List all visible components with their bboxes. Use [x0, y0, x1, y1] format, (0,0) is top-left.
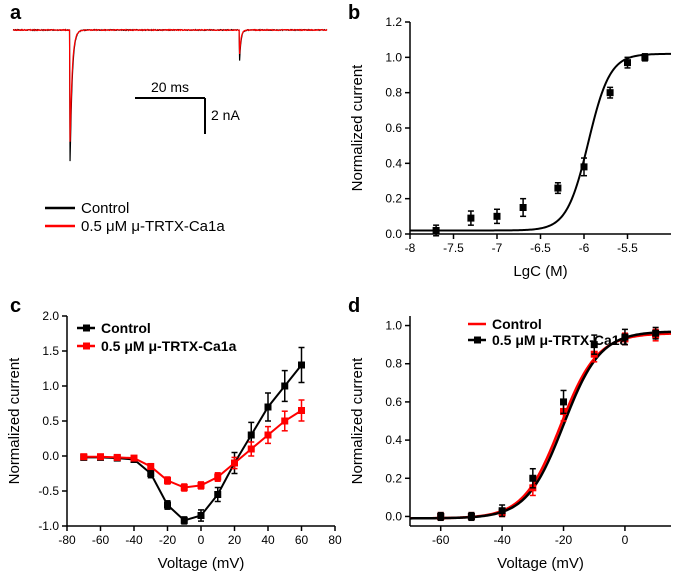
svg-text:1.5: 1.5: [42, 344, 59, 358]
svg-text:2 nA: 2 nA: [211, 107, 240, 123]
svg-text:Voltage (mV): Voltage (mV): [497, 555, 584, 572]
svg-text:0.6: 0.6: [385, 395, 402, 409]
svg-text:Normalized current: Normalized current: [349, 357, 366, 485]
svg-text:40: 40: [261, 533, 275, 547]
svg-text:0.8: 0.8: [385, 86, 402, 100]
svg-text:Normalized current: Normalized current: [349, 64, 366, 192]
svg-text:Normalized current: Normalized current: [6, 357, 23, 485]
panel-d-chart: -60 -40 -20 0 0.0 0.2 0.4 0.6 0.8 1.0 Voltage (mV)…: [348, 300, 683, 572]
svg-text:0: 0: [622, 533, 629, 547]
svg-text:0.5 μM μ-TRTX-Ca1a: 0.5 μM μ-TRTX-Ca1a: [101, 338, 237, 354]
svg-text:-8: -8: [405, 241, 416, 255]
svg-text:-40: -40: [125, 533, 143, 547]
svg-text:-0.5: -0.5: [38, 484, 59, 498]
svg-text:1.0: 1.0: [385, 319, 402, 333]
svg-text:20: 20: [228, 533, 242, 547]
svg-text:-6: -6: [579, 241, 590, 255]
svg-text:-40: -40: [493, 533, 511, 547]
svg-text:-6.5: -6.5: [530, 241, 551, 255]
panel-c-chart: -80 -60 -40 -20 0 20 40 60 80 -1.0 -0.5 0.0 0.5 1.0 1.…: [5, 300, 345, 572]
svg-text:-60: -60: [92, 533, 110, 547]
svg-text:80: 80: [328, 533, 342, 547]
svg-text:1.0: 1.0: [42, 379, 59, 393]
svg-text:Control: Control: [81, 200, 129, 217]
svg-text:2.0: 2.0: [42, 309, 59, 323]
svg-text:0.0: 0.0: [385, 509, 402, 523]
panel-b-chart: -8 -7.5 -7 -6.5 -6 -5.5 0.0 0.2 0.4 0.6 0.8 1.0 1.2 L…: [348, 10, 683, 280]
svg-text:0.0: 0.0: [385, 227, 402, 241]
svg-text:-60: -60: [432, 533, 450, 547]
svg-text:-5.5: -5.5: [617, 241, 638, 255]
svg-text:0.5 μM μ-TRTX-Ca1a: 0.5 μM μ-TRTX-Ca1a: [492, 332, 628, 348]
svg-text:0.2: 0.2: [385, 192, 402, 206]
svg-text:0.5 μM μ-TRTX-Ca1a: 0.5 μM μ-TRTX-Ca1a: [81, 218, 225, 235]
svg-text:1.0: 1.0: [385, 50, 402, 64]
svg-text:LgC (M): LgC (M): [513, 263, 567, 280]
svg-text:0.4: 0.4: [385, 433, 402, 447]
svg-text:0.5: 0.5: [42, 414, 59, 428]
svg-text:60: 60: [295, 533, 309, 547]
svg-text:0.6: 0.6: [385, 121, 402, 135]
svg-text:Control: Control: [101, 320, 151, 336]
svg-text:1.2: 1.2: [385, 15, 402, 29]
svg-text:-7: -7: [492, 241, 503, 255]
svg-text:-20: -20: [159, 533, 177, 547]
svg-text:-7.5: -7.5: [443, 241, 464, 255]
svg-text:-1.0: -1.0: [38, 519, 59, 533]
svg-text:20 ms: 20 ms: [151, 79, 189, 95]
svg-text:Control: Control: [492, 316, 542, 332]
svg-text:0: 0: [198, 533, 205, 547]
svg-text:0.2: 0.2: [385, 471, 402, 485]
panel-a-trace: 20 ms 2 nA Control0.5 μM μ-TRTX-Ca1a: [5, 18, 335, 268]
svg-text:Voltage (mV): Voltage (mV): [158, 555, 245, 572]
svg-text:0.4: 0.4: [385, 156, 402, 170]
svg-text:0.0: 0.0: [42, 449, 59, 463]
svg-text:0.8: 0.8: [385, 357, 402, 371]
svg-text:-80: -80: [58, 533, 76, 547]
svg-text:-20: -20: [555, 533, 573, 547]
